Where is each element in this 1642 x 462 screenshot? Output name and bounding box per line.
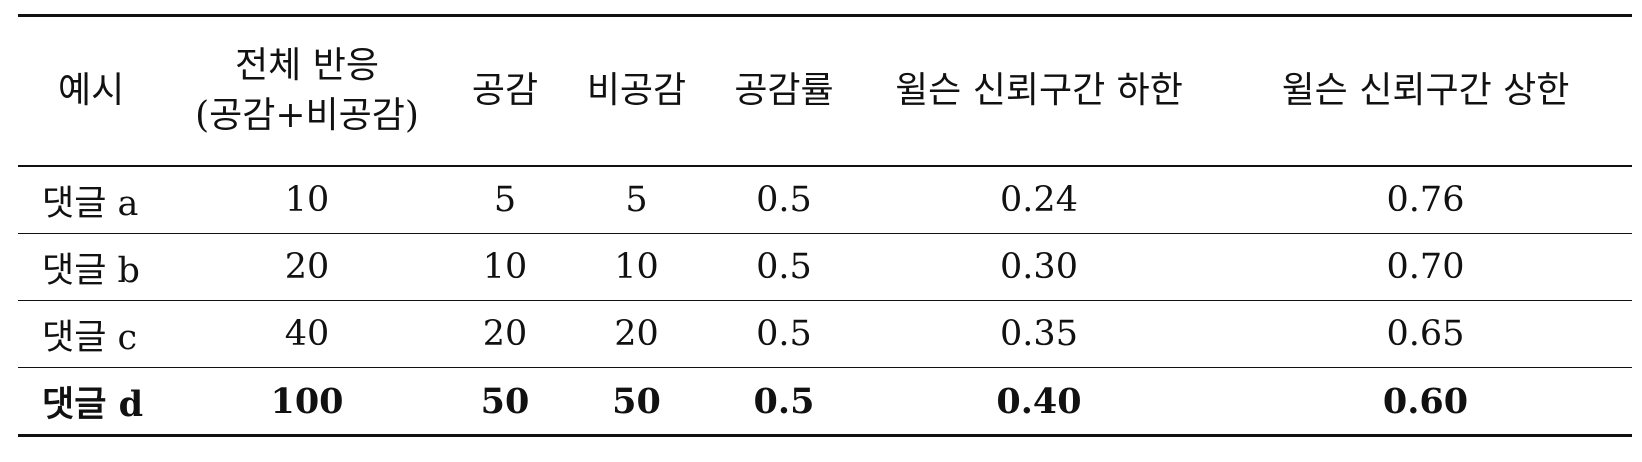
cell-example: 댓글 a bbox=[18, 166, 168, 234]
cell-total: 40 bbox=[168, 300, 446, 368]
header-wilson-lower: 윌슨 신뢰구간 하한 bbox=[859, 16, 1219, 167]
cell-total: 20 bbox=[168, 233, 446, 301]
cell-wilson-lower: 0.35 bbox=[859, 300, 1219, 368]
cell-wilson-lower: 0.40 bbox=[859, 367, 1219, 437]
header-total-responses: 전체 반응 (공감+비공감) bbox=[168, 16, 446, 167]
cell-total: 100 bbox=[168, 367, 446, 437]
cell-like-rate: 0.5 bbox=[709, 166, 859, 234]
cell-wilson-upper: 0.65 bbox=[1219, 300, 1632, 368]
cell-total: 10 bbox=[168, 166, 446, 234]
cell-like-rate: 0.5 bbox=[709, 300, 859, 368]
cell-wilson-lower: 0.30 bbox=[859, 233, 1219, 301]
wilson-interval-table-container: 예시 전체 반응 (공감+비공감) 공감 비공감 공감률 윌슨 신뢰구간 하한 bbox=[18, 14, 1632, 437]
cell-wilson-lower: 0.24 bbox=[859, 166, 1219, 234]
cell-example: 댓글 b bbox=[18, 233, 168, 301]
cell-dislikes: 5 bbox=[564, 166, 709, 234]
wilson-interval-table: 예시 전체 반응 (공감+비공감) 공감 비공감 공감률 윌슨 신뢰구간 하한 bbox=[18, 14, 1632, 437]
cell-wilson-upper: 0.70 bbox=[1219, 233, 1632, 301]
table-header: 예시 전체 반응 (공감+비공감) 공감 비공감 공감률 윌슨 신뢰구간 하한 bbox=[18, 15, 1632, 167]
cell-likes: 10 bbox=[446, 233, 564, 301]
header-example: 예시 bbox=[18, 16, 168, 167]
cell-likes: 50 bbox=[446, 367, 564, 437]
header-like-rate: 공감률 bbox=[709, 16, 859, 167]
header-label: 윌슨 신뢰구간 하한 bbox=[895, 70, 1183, 111]
cell-example: 댓글 c bbox=[18, 300, 168, 368]
header-label: 전체 반응 bbox=[235, 45, 379, 86]
header-label: 예시 bbox=[58, 70, 125, 111]
header-label: 공감률 bbox=[734, 70, 834, 111]
table-row-highlighted: 댓글 d 100 50 50 0.5 0.40 0.60 bbox=[18, 367, 1632, 437]
table-row: 댓글 c 40 20 20 0.5 0.35 0.65 bbox=[18, 300, 1632, 368]
header-row: 예시 전체 반응 (공감+비공감) 공감 비공감 공감률 윌슨 신뢰구간 하한 bbox=[18, 15, 1632, 167]
cell-example: 댓글 d bbox=[18, 367, 168, 437]
table-body: 댓글 a 10 5 5 0.5 0.24 0.76 댓글 b 20 10 10 … bbox=[18, 166, 1632, 437]
header-label: 비공감 bbox=[586, 70, 687, 111]
header-dislikes: 비공감 bbox=[564, 16, 709, 167]
cell-like-rate: 0.5 bbox=[709, 233, 859, 301]
header-label: 윌슨 신뢰구간 상한 bbox=[1281, 70, 1570, 111]
header-wilson-upper: 윌슨 신뢰구간 상한 bbox=[1219, 16, 1632, 167]
cell-dislikes: 20 bbox=[564, 300, 709, 368]
header-label: 공감 bbox=[471, 70, 539, 111]
table-row: 댓글 a 10 5 5 0.5 0.24 0.76 bbox=[18, 166, 1632, 234]
header-likes: 공감 bbox=[446, 16, 564, 167]
cell-dislikes: 50 bbox=[564, 367, 709, 437]
table-row: 댓글 b 20 10 10 0.5 0.30 0.70 bbox=[18, 233, 1632, 301]
cell-wilson-upper: 0.76 bbox=[1219, 166, 1632, 234]
cell-likes: 20 bbox=[446, 300, 564, 368]
cell-likes: 5 bbox=[446, 166, 564, 234]
cell-wilson-upper: 0.60 bbox=[1219, 367, 1632, 437]
cell-dislikes: 10 bbox=[564, 233, 709, 301]
cell-like-rate: 0.5 bbox=[709, 367, 859, 437]
header-label-sub: (공감+비공감) bbox=[195, 95, 419, 136]
